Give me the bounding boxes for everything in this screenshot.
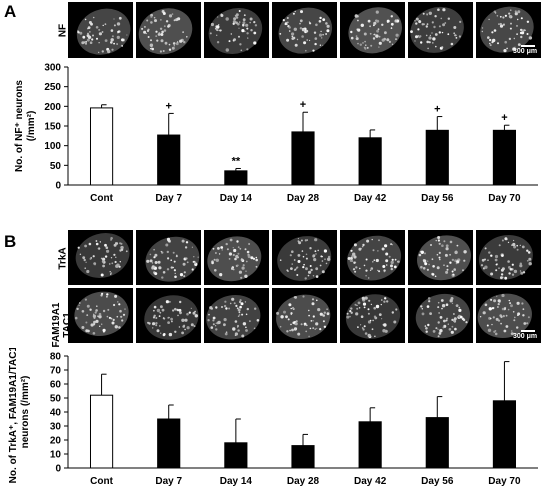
y-tick-label: 300: [44, 63, 61, 74]
y-tick-label: 50: [50, 394, 62, 405]
bar-day-14: [224, 170, 248, 186]
micrograph-day-42: [340, 288, 405, 343]
y-tick-label: 50: [50, 161, 62, 172]
bar-day-42: [358, 421, 382, 469]
significance-mark: **: [232, 155, 241, 167]
micrograph-day-56: [408, 288, 473, 343]
micrograph-day-70: [476, 288, 541, 343]
nf-bar-chart: 0 50 100 150 200 250 300 No. of NF⁺ neurons (/mm…: [0, 62, 550, 212]
x-tick-label: Day 28: [287, 476, 320, 487]
micrograph-day-42: [340, 230, 405, 285]
y-tick-label: 40: [50, 408, 62, 419]
micrograph-day-14: [204, 2, 269, 58]
chart-svg: 0 10 20 30 40 50 60 70 80 No. of TrkA⁺, FAM19A1/T…: [8, 341, 538, 487]
bar-day-70: [492, 129, 517, 186]
panel-b-letter: B: [4, 232, 17, 251]
x-tick-label: Day 14: [220, 193, 253, 204]
bar-day-7: [157, 418, 181, 469]
x-tick-label: Day 7: [155, 476, 182, 487]
x-tick-label: Day 70: [488, 193, 521, 204]
micrograph-day-28: [272, 2, 337, 58]
bar-day-7: [157, 134, 181, 186]
micrograph-day-56: [408, 230, 473, 285]
micrograph-day-28: [272, 230, 337, 285]
micrograph-day-14: [204, 288, 269, 343]
scale-bar-label: 300 μm: [513, 48, 538, 55]
micrograph-cont: [68, 2, 133, 58]
chart-svg: 0 50 100 150 200 250 300 No. of NF⁺ neurons (/mm…: [14, 63, 538, 204]
bar-day-28: [291, 131, 315, 186]
y-tick-label: 80: [50, 352, 62, 363]
y-tick-label: 100: [44, 141, 61, 152]
y-tick-label: 0: [55, 181, 61, 192]
significance-mark: +: [501, 112, 507, 124]
y-tick-label: 0: [55, 464, 61, 475]
bar-day-56: [425, 417, 449, 469]
y-tick-label: 10: [50, 450, 62, 461]
y-tick-label: 70: [50, 366, 62, 377]
bar-day-42: [358, 137, 382, 186]
x-tick-label: Cont: [90, 193, 113, 204]
x-tick-label: Day 28: [287, 193, 320, 204]
bar-cont: [89, 107, 114, 186]
scale-bar: [521, 45, 535, 47]
y-tick-label: 200: [44, 102, 61, 113]
micrograph-day-28: [272, 288, 337, 343]
bar-day-70: [492, 400, 517, 469]
scale-bar: [521, 330, 535, 332]
significance-mark: +: [165, 100, 171, 112]
y-tick-label: 150: [44, 122, 61, 133]
micrograph-day-7: [136, 288, 201, 343]
micrograph-day-7: [136, 2, 201, 58]
y-tick-label: 60: [50, 380, 62, 391]
x-tick-label: Day 56: [421, 193, 454, 204]
x-tick-label: Day 7: [155, 193, 182, 204]
x-tick-label: Day 70: [488, 476, 521, 487]
significance-mark: +: [300, 99, 306, 111]
micrograph-day-14: [204, 230, 269, 285]
x-tick-label: Day 42: [354, 476, 387, 487]
y-axis-label: No. of TrkA⁺, FAM19A1/TAC1⁻: [8, 348, 19, 483]
bar-cont: [89, 394, 114, 469]
y-tick-label: 20: [50, 436, 62, 447]
micrograph-day-42: [340, 2, 405, 58]
y-tick-label: 30: [50, 422, 62, 433]
x-tick-label: Day 14: [220, 476, 253, 487]
scale-bar-label: 300 μm: [513, 333, 538, 340]
micrograph-day-70: [476, 230, 541, 285]
bar-day-14: [224, 442, 248, 469]
micrograph-cont: [68, 288, 133, 343]
y-axis-label: No. of NF⁺ neurons: [14, 80, 25, 172]
y-axis-label: (/mm²): [26, 111, 37, 142]
bar-day-56: [425, 129, 449, 186]
bar-day-28: [291, 445, 315, 469]
micrograph-day-70: [476, 2, 541, 58]
y-axis-label: neurons (/mm²): [20, 376, 31, 449]
micrograph-day-56: [408, 2, 473, 58]
micrograph-day-7: [136, 230, 201, 285]
x-tick-label: Day 42: [354, 193, 387, 204]
x-tick-label: Cont: [90, 476, 113, 487]
trka-row-label: TrkA: [57, 247, 69, 270]
trka-bar-chart: 0 10 20 30 40 50 60 70 80 No. of TrkA⁺, FAM19A1/T…: [0, 341, 550, 493]
significance-mark: +: [434, 104, 440, 116]
micrograph-cont: [68, 230, 133, 285]
x-tick-label: Day 56: [421, 476, 454, 487]
panel-a-letter: A: [4, 2, 17, 21]
y-tick-label: 250: [44, 82, 61, 93]
nf-row-label: NF: [57, 23, 69, 38]
